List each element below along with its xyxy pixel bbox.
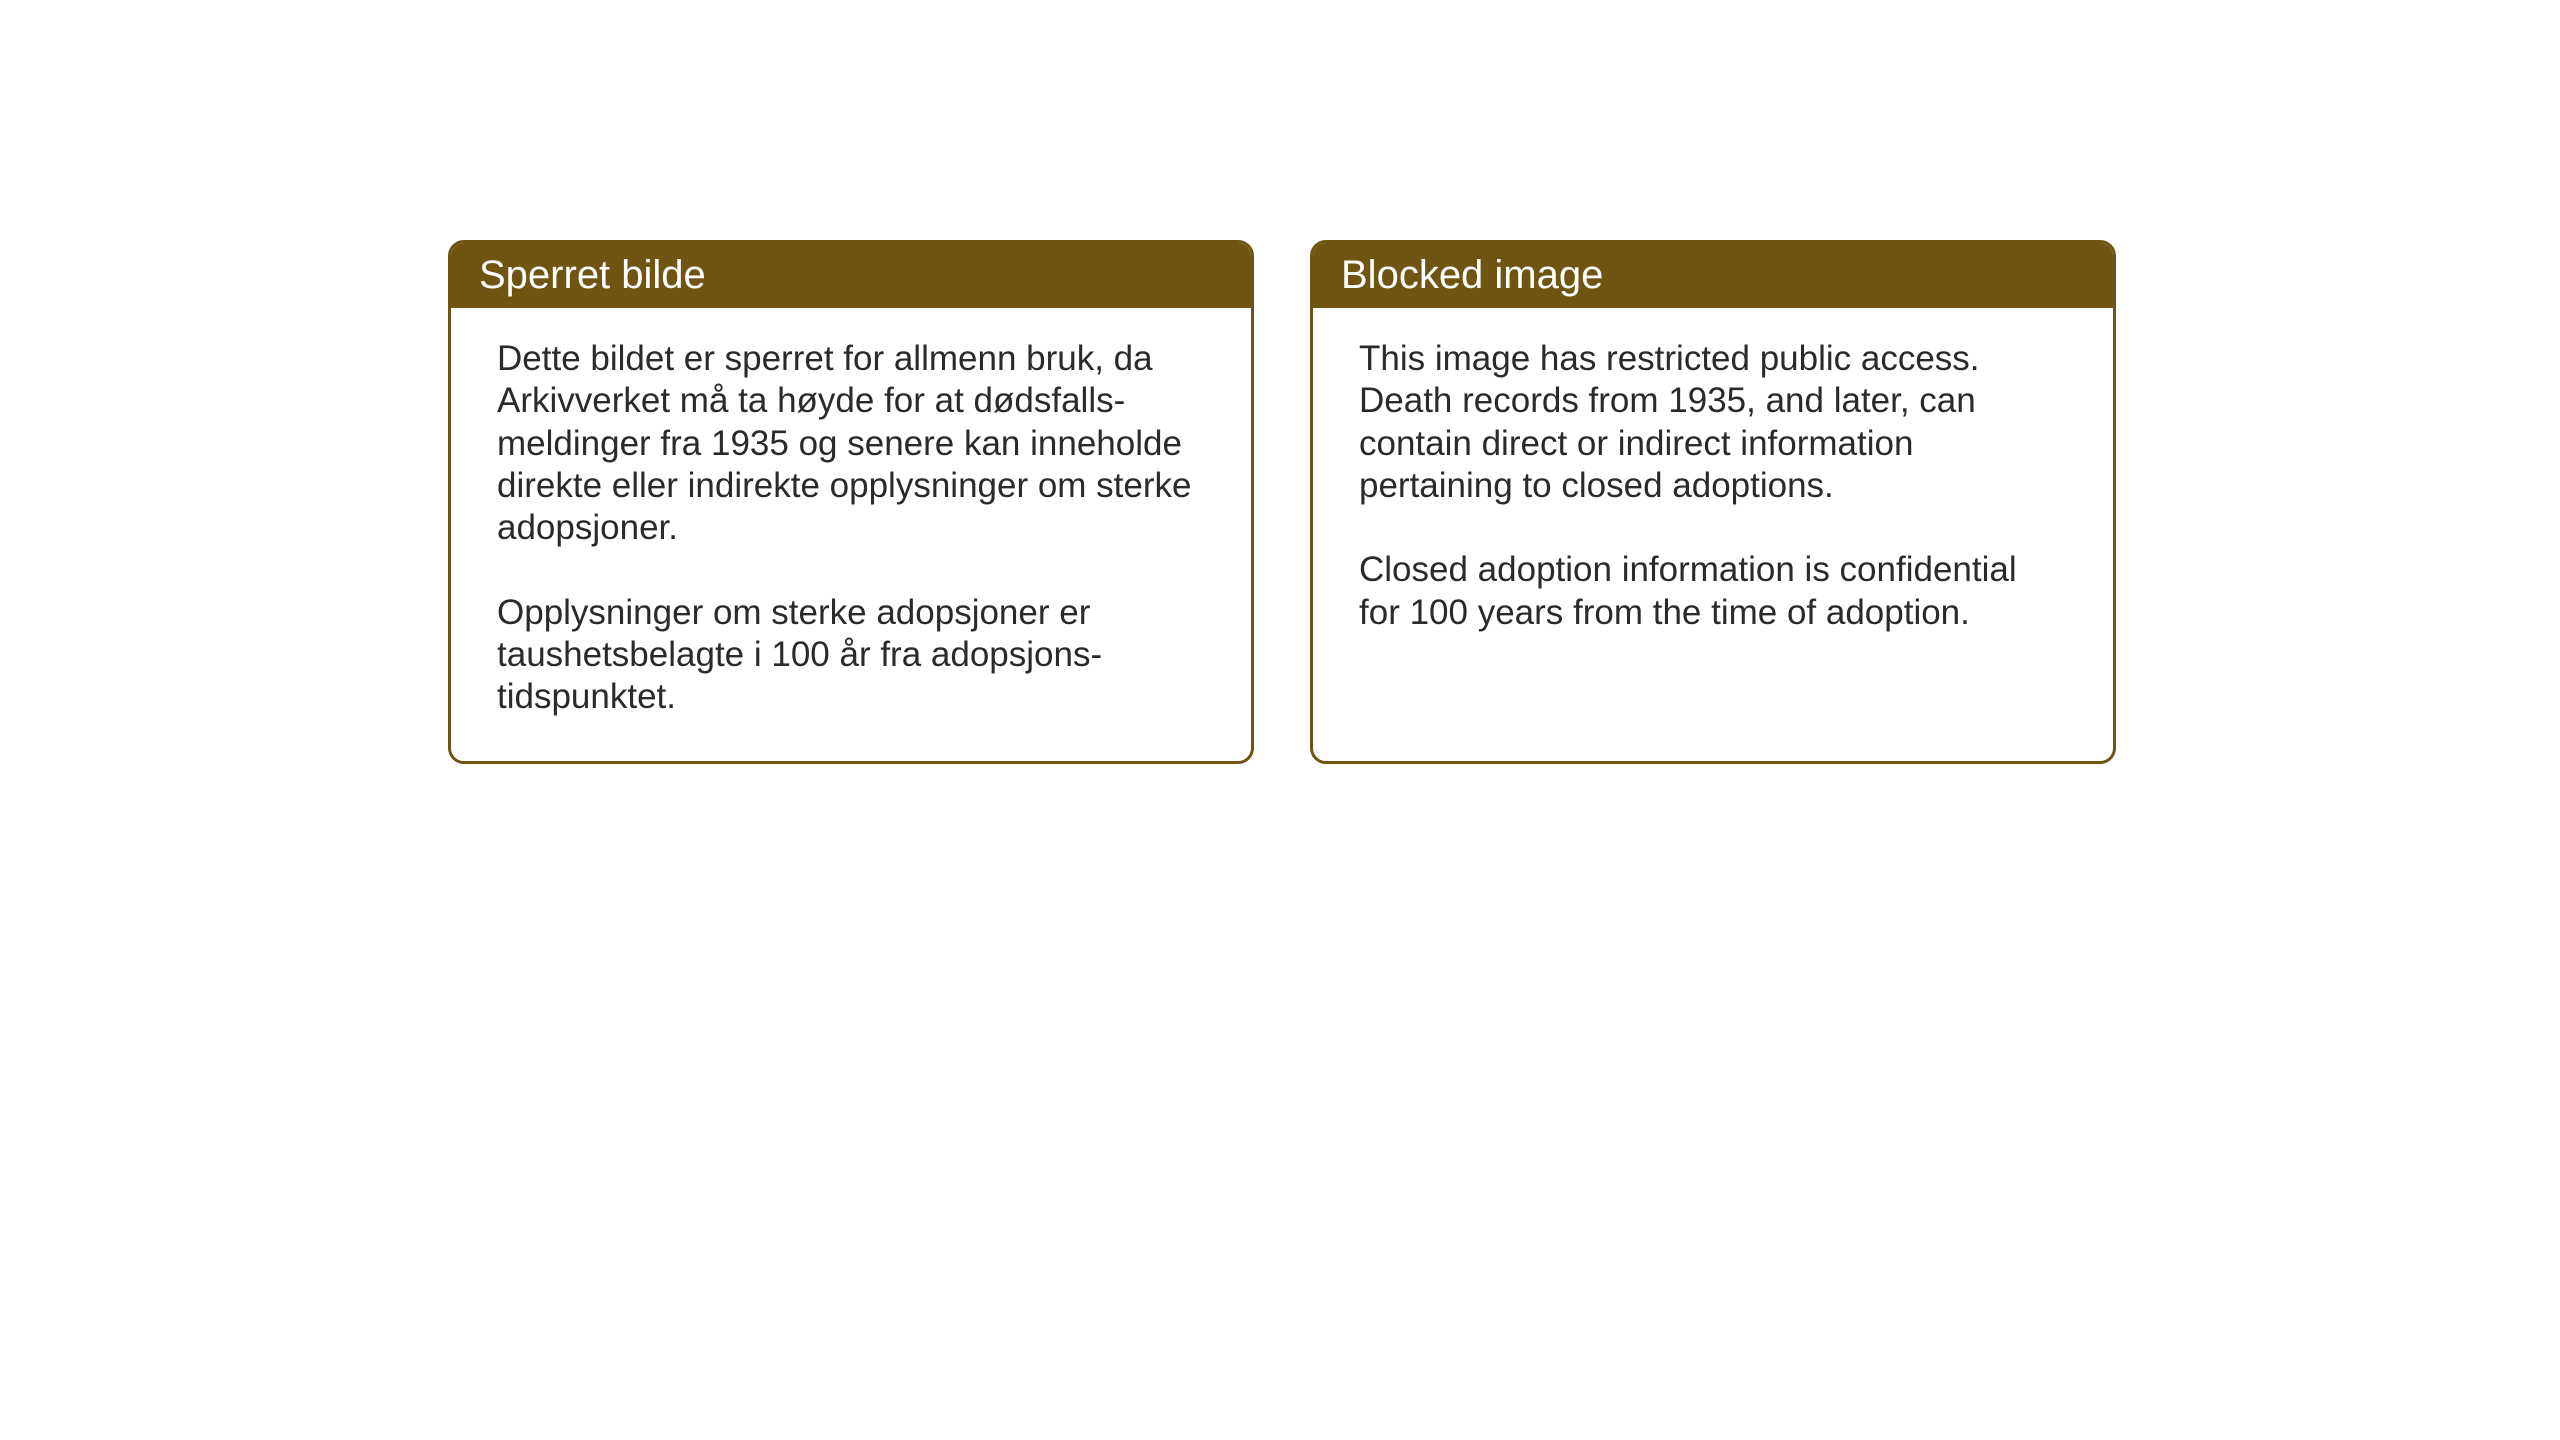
card-title: Sperret bilde	[479, 253, 706, 297]
card-header: Sperret bilde	[451, 243, 1251, 308]
card-paragraph: This image has restricted public access.…	[1359, 338, 2067, 507]
card-paragraph: Opplysninger om sterke adopsjoner er tau…	[497, 592, 1205, 719]
card-paragraph: Closed adoption information is confident…	[1359, 549, 2067, 634]
blocked-image-card-english: Blocked image This image has restricted …	[1310, 240, 2116, 764]
card-body: Dette bildet er sperret for allmenn bruk…	[451, 308, 1251, 761]
card-header: Blocked image	[1313, 243, 2113, 308]
card-paragraph: Dette bildet er sperret for allmenn bruk…	[497, 338, 1205, 550]
card-body: This image has restricted public access.…	[1313, 308, 2113, 676]
cards-container: Sperret bilde Dette bildet er sperret fo…	[448, 240, 2116, 764]
blocked-image-card-norwegian: Sperret bilde Dette bildet er sperret fo…	[448, 240, 1254, 764]
card-title: Blocked image	[1341, 253, 1603, 297]
